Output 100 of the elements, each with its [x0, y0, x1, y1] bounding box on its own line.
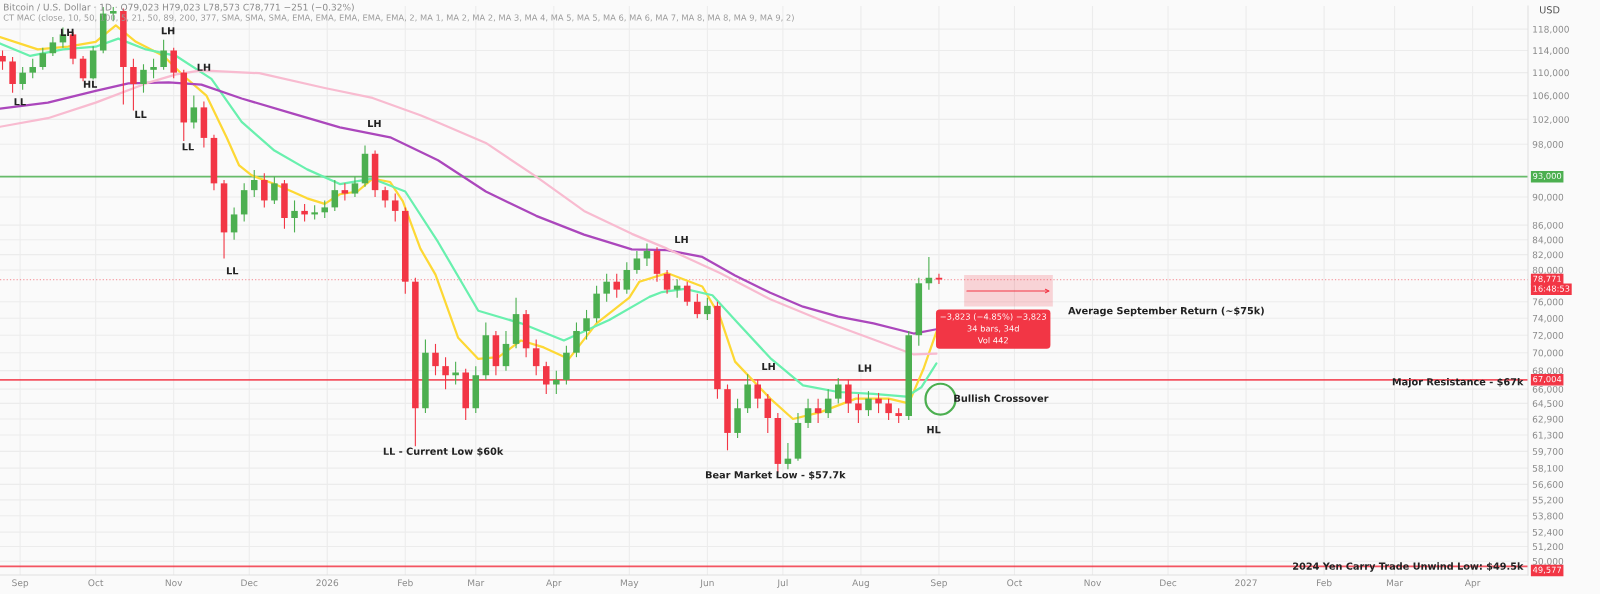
candlestick — [573, 321, 580, 358]
x-tick-label: Dec — [241, 579, 258, 587]
x-tick-label: Aug — [852, 579, 869, 588]
x-tick-label: Oct — [1007, 579, 1023, 587]
candlestick — [391, 192, 399, 223]
x-tick-label: Nov — [165, 579, 183, 587]
candlestick — [331, 179, 339, 212]
y-tick-label: 90,000 — [1532, 193, 1564, 202]
annotation: Average September Return (~$75k) — [1068, 306, 1264, 317]
y-tick-label: 68,000 — [1532, 367, 1564, 376]
annotation: LH — [368, 119, 381, 127]
candlestick — [0, 49, 6, 71]
candlestick — [160, 39, 167, 71]
annotation: LL - Current Low $60k — [383, 447, 504, 457]
x-tick-label: Apr — [1464, 579, 1481, 588]
candlestick — [291, 199, 298, 233]
candlestick — [885, 398, 892, 421]
y-tick-label: 74,000 — [1532, 315, 1564, 323]
annotation: LH — [858, 364, 872, 372]
y-tick-label: 62,900 — [1532, 415, 1564, 424]
candlestick — [704, 297, 711, 321]
candlestick — [804, 398, 812, 429]
annotation: HL — [83, 80, 98, 88]
y-tick-label: 64,500 — [1532, 400, 1564, 408]
candlestick — [150, 58, 157, 79]
candlestick — [261, 172, 268, 208]
candlestick — [452, 361, 459, 386]
x-tick-label: Jul — [776, 579, 788, 588]
x-tick-label: Oct — [88, 579, 104, 587]
candlestick — [814, 398, 822, 424]
x-tick-label: Nov — [1084, 579, 1102, 587]
candlestick — [683, 281, 691, 307]
annotation: LH — [197, 63, 211, 71]
x-tick-label: Dec — [1160, 579, 1177, 587]
y-tick-label: 70,000 — [1532, 349, 1564, 358]
candlestick — [623, 261, 631, 295]
x-tick-label: Feb — [1316, 579, 1332, 587]
candlestick — [935, 273, 943, 285]
annotation: LH — [762, 362, 775, 370]
annotation: LH — [60, 28, 74, 36]
candlestick — [130, 58, 137, 111]
chart-title: Bitcoin / U.S. Dollar · 1D · O79,023 H79,023 L78,573 C78,771 −251 (−0.32%) — [4, 3, 354, 12]
y-tick-label: 51,200 — [1532, 543, 1564, 551]
x-tick-label: Sep — [12, 579, 29, 588]
y-tick-label: 66,000 — [1532, 385, 1564, 394]
y-tick-label: 118,000 — [1533, 25, 1569, 34]
y-tick-label: 56,600 — [1532, 481, 1564, 489]
x-tick-label: May — [620, 579, 639, 588]
x-tick-label: Sep — [931, 579, 947, 588]
y-tick-label: 61,300 — [1532, 431, 1564, 440]
y-tick-label: 50,000 — [1532, 557, 1564, 566]
ref-line-label: 49,577 — [1532, 566, 1562, 574]
y-tick-label: 110,000 — [1533, 69, 1569, 78]
y-tick-label: 84,000 — [1532, 236, 1564, 245]
annotation: Bear Market Low - $57.7k — [705, 470, 846, 480]
annotation: LH — [675, 235, 688, 244]
candlestick — [673, 278, 681, 299]
candlestick — [865, 390, 872, 417]
x-tick-label: Apr — [546, 579, 562, 588]
candlestick — [432, 343, 439, 376]
ref-line-label: 78,771 — [1533, 275, 1561, 283]
y-tick-label: 114,000 — [1533, 47, 1569, 55]
candlestick — [663, 269, 671, 295]
y-tick-label: 58,100 — [1532, 464, 1564, 473]
y-tick-label: 106,000 — [1533, 92, 1569, 101]
annotation: LH — [161, 27, 175, 35]
x-tick-label: 2027 — [1235, 579, 1257, 587]
y-tick-label: 55,200 — [1532, 496, 1564, 505]
candlestick — [855, 393, 862, 424]
candlestick — [341, 182, 349, 201]
y-tick-label: 98,000 — [1532, 140, 1564, 149]
candlestick — [694, 293, 701, 319]
y-tick-label: 59,700 — [1532, 448, 1564, 456]
candlestick — [764, 393, 772, 434]
x-tick-label: Jun — [699, 579, 714, 588]
candlestick — [633, 250, 641, 275]
x-tick-label: Mar — [1386, 579, 1404, 587]
candlestick — [19, 66, 26, 91]
candlestick — [744, 373, 751, 414]
x-tick-label: Mar — [468, 579, 485, 587]
y-tick-label: 86,000 — [1532, 221, 1564, 230]
candlestick — [834, 377, 842, 404]
candlestick — [190, 95, 198, 130]
candlestick — [230, 206, 238, 241]
candlestick — [553, 370, 560, 395]
candlestick — [9, 56, 16, 94]
y-tick-label: 72,000 — [1532, 331, 1564, 340]
annotation: HL — [927, 426, 941, 434]
text: 16:48:53 — [1533, 285, 1570, 292]
candlestick — [170, 47, 177, 79]
annotation: −3,823 (−4.85%) −3,823 34 bars, 34d Vol 442 — [940, 313, 1046, 344]
y-tick-label: 102,000 — [1533, 116, 1569, 124]
candlestick — [29, 58, 36, 79]
annotation: LL — [135, 110, 147, 118]
candlestick — [583, 309, 590, 341]
y-axis-title: USD — [1540, 6, 1560, 14]
y-tick-label: 82,000 — [1532, 251, 1564, 260]
candlestick — [39, 47, 47, 71]
candlestick — [49, 36, 57, 57]
y-tick-label: 76,000 — [1532, 298, 1564, 307]
